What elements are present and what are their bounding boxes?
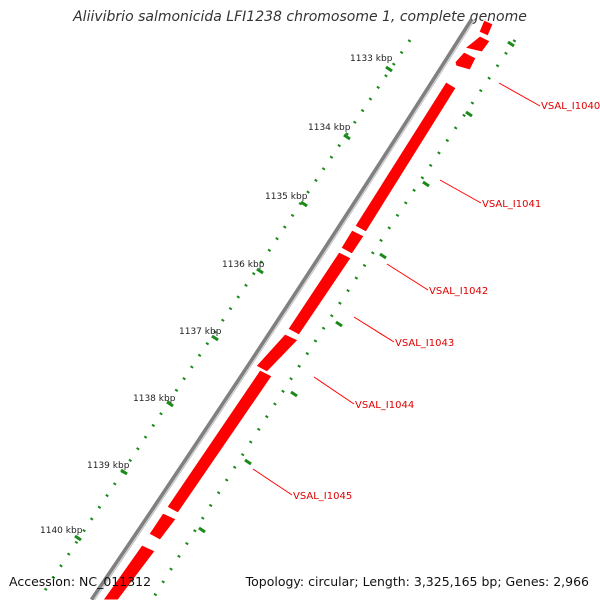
leader-line xyxy=(252,468,293,496)
ruler-tick-label: 1134 kbp xyxy=(308,123,351,133)
inner-tick-mark xyxy=(335,320,343,328)
inner-tick-mark xyxy=(465,110,473,118)
gene-label[interactable]: VSAL_I1045 xyxy=(293,491,352,502)
inner-tick-mark xyxy=(507,40,515,48)
ruler-tick-label: 1138 kbp xyxy=(133,394,176,404)
gene-label[interactable]: VSAL_I1043 xyxy=(395,338,454,349)
inner-ticks xyxy=(198,40,515,534)
gene-label[interactable]: VSAL_I1040 xyxy=(541,101,600,112)
ruler-tick-mark xyxy=(74,534,82,542)
chromosome-backbone-highlight xyxy=(93,19,475,600)
leader-line xyxy=(498,82,541,107)
leader-line xyxy=(439,179,482,204)
gene-arrow-vsal-i1047[interactable] xyxy=(102,544,156,600)
ruler-tick-label: 1139 kbp xyxy=(87,461,130,471)
gene-arrow-vsal-i1040a[interactable] xyxy=(463,35,491,53)
accession-text: Accession: NC_011312 xyxy=(9,574,152,589)
gene-arrow-vsal-i1044[interactable] xyxy=(255,333,299,373)
map-title: Aliivibrio salmonicida LFI1238 chromosom… xyxy=(73,9,527,25)
leader-line xyxy=(313,376,355,405)
gene-arrow-vsal-i1039[interactable] xyxy=(478,19,494,37)
inner-tick-mark xyxy=(198,526,206,534)
ruler-tick-label: 1137 kbp xyxy=(179,327,222,337)
ruler-tick-mark xyxy=(300,200,308,208)
ruler-ticks xyxy=(74,65,393,542)
gene-label[interactable]: VSAL_I1042 xyxy=(429,286,488,297)
inner-tick-mark xyxy=(422,180,430,188)
gene-label[interactable]: VSAL_I1041 xyxy=(482,199,541,210)
chromosome-backbone xyxy=(89,18,475,600)
ruler-tick-label: 1135 kbp xyxy=(265,192,308,202)
ruler-tick-mark xyxy=(166,400,174,408)
ruler-labels: 1133 kbp 1134 kbp 1135 kbp 1136 kbp 1137… xyxy=(40,54,393,536)
leader-line xyxy=(353,316,395,343)
ruler-tick-label: 1140 kbp xyxy=(40,526,83,536)
ruler-tick-label: 1136 kbp xyxy=(222,260,265,270)
gene-arrow-vsal-i1041[interactable] xyxy=(354,81,457,233)
inner-tick-mark xyxy=(290,390,298,398)
gene-arrow-vsal-i1045[interactable] xyxy=(166,369,273,514)
ruler-tick-mark xyxy=(343,133,351,141)
outer-dotted-ring xyxy=(38,39,412,599)
leader-line xyxy=(386,263,429,291)
gene-label[interactable]: VSAL_I1044 xyxy=(355,400,414,411)
ruler-tick-label: 1133 kbp xyxy=(350,54,393,64)
inner-tick-mark xyxy=(244,458,252,466)
genome-stats-text: Topology: circular; Length: 3,325,165 bp… xyxy=(245,574,589,589)
gene-labels: VSAL_I1040 VSAL_I1041 VSAL_I1042 VSAL_I1… xyxy=(293,101,600,502)
ruler-tick-mark xyxy=(211,334,219,342)
gene-arrow-vsal-i1046[interactable] xyxy=(148,512,177,541)
gene-arrow-vsal-i1040[interactable] xyxy=(454,51,477,71)
ruler-tick-mark xyxy=(256,267,264,275)
gene-arrow-vsal-i1042[interactable] xyxy=(340,229,365,255)
ruler-tick-mark xyxy=(385,65,393,73)
gene-track xyxy=(102,19,494,600)
inner-tick-mark xyxy=(379,252,387,260)
label-leaders xyxy=(252,82,541,496)
ruler-tick-mark xyxy=(120,468,128,476)
gene-arrow-vsal-i1043[interactable] xyxy=(287,251,352,336)
